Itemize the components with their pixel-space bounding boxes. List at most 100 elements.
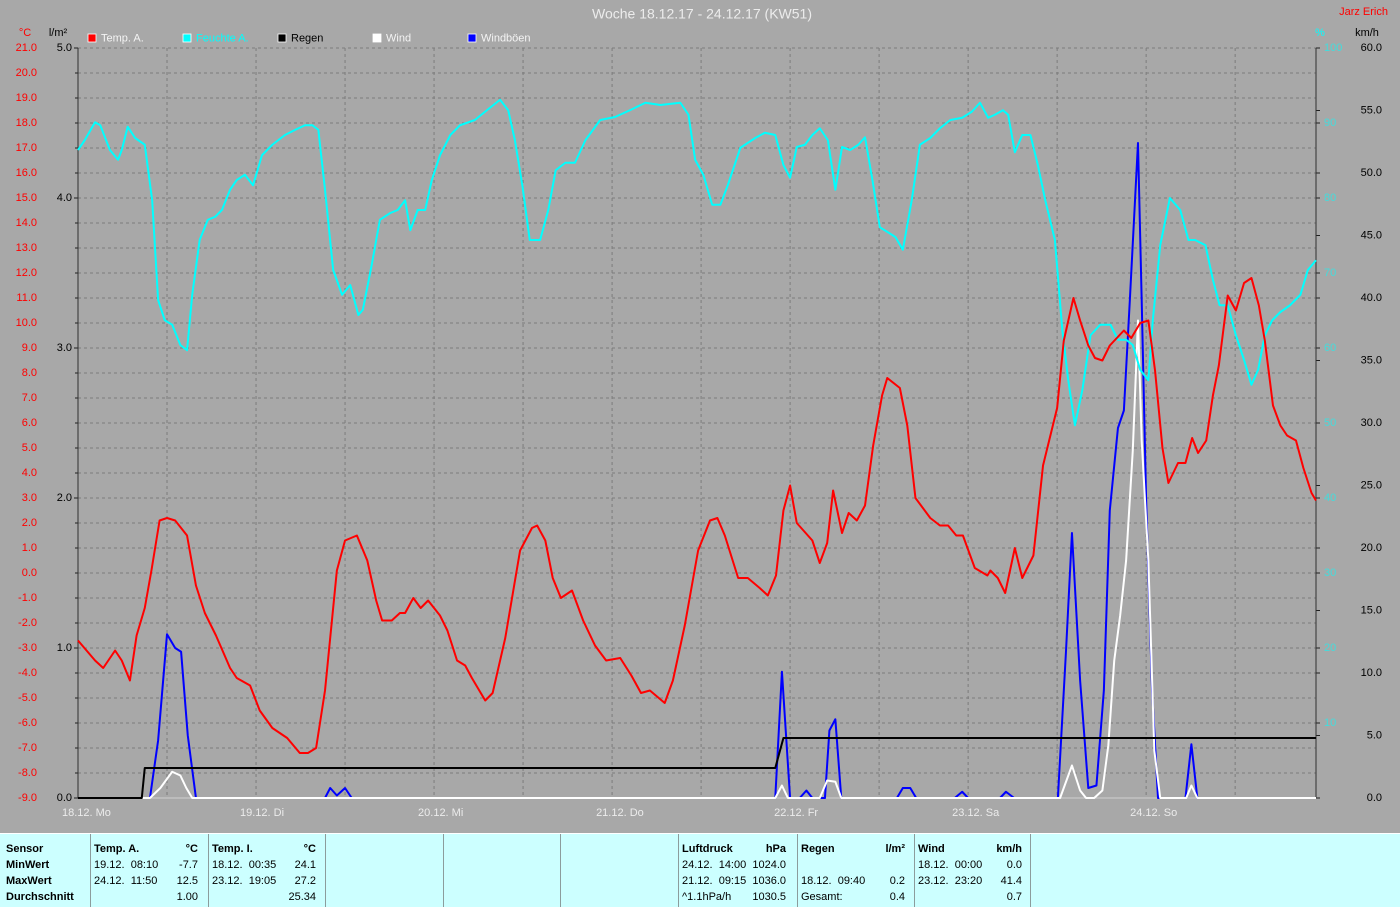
cell-value: 1030.5 [752,891,786,903]
block-title: Temp. I. [212,843,253,855]
block-unit: hPa [765,843,786,855]
legend-swatch [277,33,287,43]
y-tick-label: 1.0 [57,642,72,654]
series-line [78,319,1316,799]
table-divider [1030,834,1031,907]
y-tick-label: 2.0 [22,517,37,529]
y-tick-label: 100 [1324,42,1342,54]
cell-value: 1036.0 [752,875,786,887]
block-unit: °C [303,843,316,855]
axis-unit: °C [19,27,31,39]
legend-swatch [87,33,97,43]
y-tick-label: 60 [1324,342,1336,354]
y-tick-label: 16.0 [16,167,37,179]
y-tick-label: 17.0 [16,142,37,154]
cell-value: 1024.0 [752,859,786,871]
y-tick-label: -3.0 [18,642,37,654]
axis-unit: % [1315,27,1325,39]
block-title: Regen [801,843,835,855]
chart-title: Woche 18.12.17 - 24.12.17 (KW51) [592,6,812,22]
y-tick-label: 30 [1324,567,1336,579]
y-tick-label: -1.0 [18,592,37,604]
chart: Woche 18.12.17 - 24.12.17 (KW51) Jarz Er… [16,6,1388,819]
y-tick-label: 45.0 [1361,229,1382,241]
y-tick-label: -9.0 [18,792,37,804]
table-divider [208,834,209,907]
y-tick-label: 15.0 [1361,604,1382,616]
y-tick-label: -2.0 [18,617,37,629]
y-tick-label: 20 [1324,642,1336,654]
y-tick-label: 50 [1324,417,1336,429]
y-tick-label: 5.0 [22,442,37,454]
table-divider [443,834,444,907]
y-tick-label: 15.0 [16,192,37,204]
y-tick-label: 50.0 [1361,167,1382,179]
legend-label: Wind [386,32,411,44]
y-tick-label: 1.0 [22,542,37,554]
cell-value: 41.4 [1000,875,1022,887]
y-tick-label: 20.0 [16,67,37,79]
y-tick-label: 3.0 [57,342,72,354]
cell-time: 23.12. 19:05 [212,875,277,887]
row-label: MaxWert [6,875,52,887]
cell-time: 24.12. 11:50 [94,875,158,887]
y-tick-label: 9.0 [22,342,37,354]
y-tick-label: 90 [1324,117,1336,129]
x-tick-label: 20.12. Mi [418,807,463,819]
cell-time: Gesamt: [801,891,843,903]
cell-value: 12.5 [176,875,198,887]
cell-time: 24.12. 14:00 [682,859,747,871]
legend-swatch [182,33,192,43]
cell-time: 18.12. 09:40 [801,875,866,887]
block-unit: l/m² [885,843,905,855]
y-tick-label: 2.0 [57,492,72,504]
y-tick-label: 25.0 [1361,479,1382,491]
table-divider [325,834,326,907]
y-tick-label: 3.0 [22,492,37,504]
y-tick-label: 11.0 [16,292,37,304]
y-tick-label: 8.0 [22,367,37,379]
block-unit: km/h [996,843,1022,855]
y-tick-label: 4.0 [22,467,37,479]
cell-value: 0.0 [1006,859,1022,871]
stats-table: Sensor MinWert MaxWert Durchschnitt Temp. A.… [0,833,1400,907]
x-tick-label: 19.12. Di [240,807,284,819]
block-unit: °C [185,843,198,855]
row-label: MinWert [6,859,50,871]
y-tick-label: 5.0 [1367,729,1382,741]
block-title: Luftdruck [682,843,733,855]
legend-label: Feuchte A. [196,32,249,44]
y-tick-label: 55.0 [1361,104,1382,116]
y-tick-label: 5.0 [57,42,72,54]
table-divider [797,834,798,907]
series-line [78,737,1316,799]
axis-unit: km/h [1355,27,1379,39]
cell-value: 27.2 [294,875,316,887]
x-tick-label: 18.12. Mo [62,807,111,819]
y-tick-label: 12.0 [16,267,37,279]
block-title: Temp. A. [94,843,140,855]
y-tick-label: -4.0 [18,667,37,679]
table-divider [914,834,915,907]
cell-value: 0.4 [889,891,905,903]
cell-value: 1.00 [176,891,198,903]
x-tick-label: 21.12. Do [596,807,644,819]
y-tick-label: 40 [1324,492,1336,504]
author: Jarz Erich [1339,6,1388,18]
table-divider [560,834,561,907]
y-tick-label: 21.0 [16,42,37,54]
x-tick-label: 24.12. So [1130,807,1177,819]
y-tick-label: 6.0 [22,417,37,429]
legend-label: Temp. A. [101,32,144,44]
y-tick-label: 10.0 [16,317,37,329]
y-tick-label: -7.0 [18,742,37,754]
legend-label: Regen [291,32,323,44]
table-header: Sensor [6,843,44,855]
cell-time: 23.12. 23:20 [918,875,983,887]
y-tick-label: 0.0 [57,792,72,804]
y-tick-label: 10 [1324,717,1336,729]
row-label: Durchschnitt [6,891,74,903]
y-tick-label: -6.0 [18,717,37,729]
x-tick-label: 23.12. Sa [952,807,1000,819]
